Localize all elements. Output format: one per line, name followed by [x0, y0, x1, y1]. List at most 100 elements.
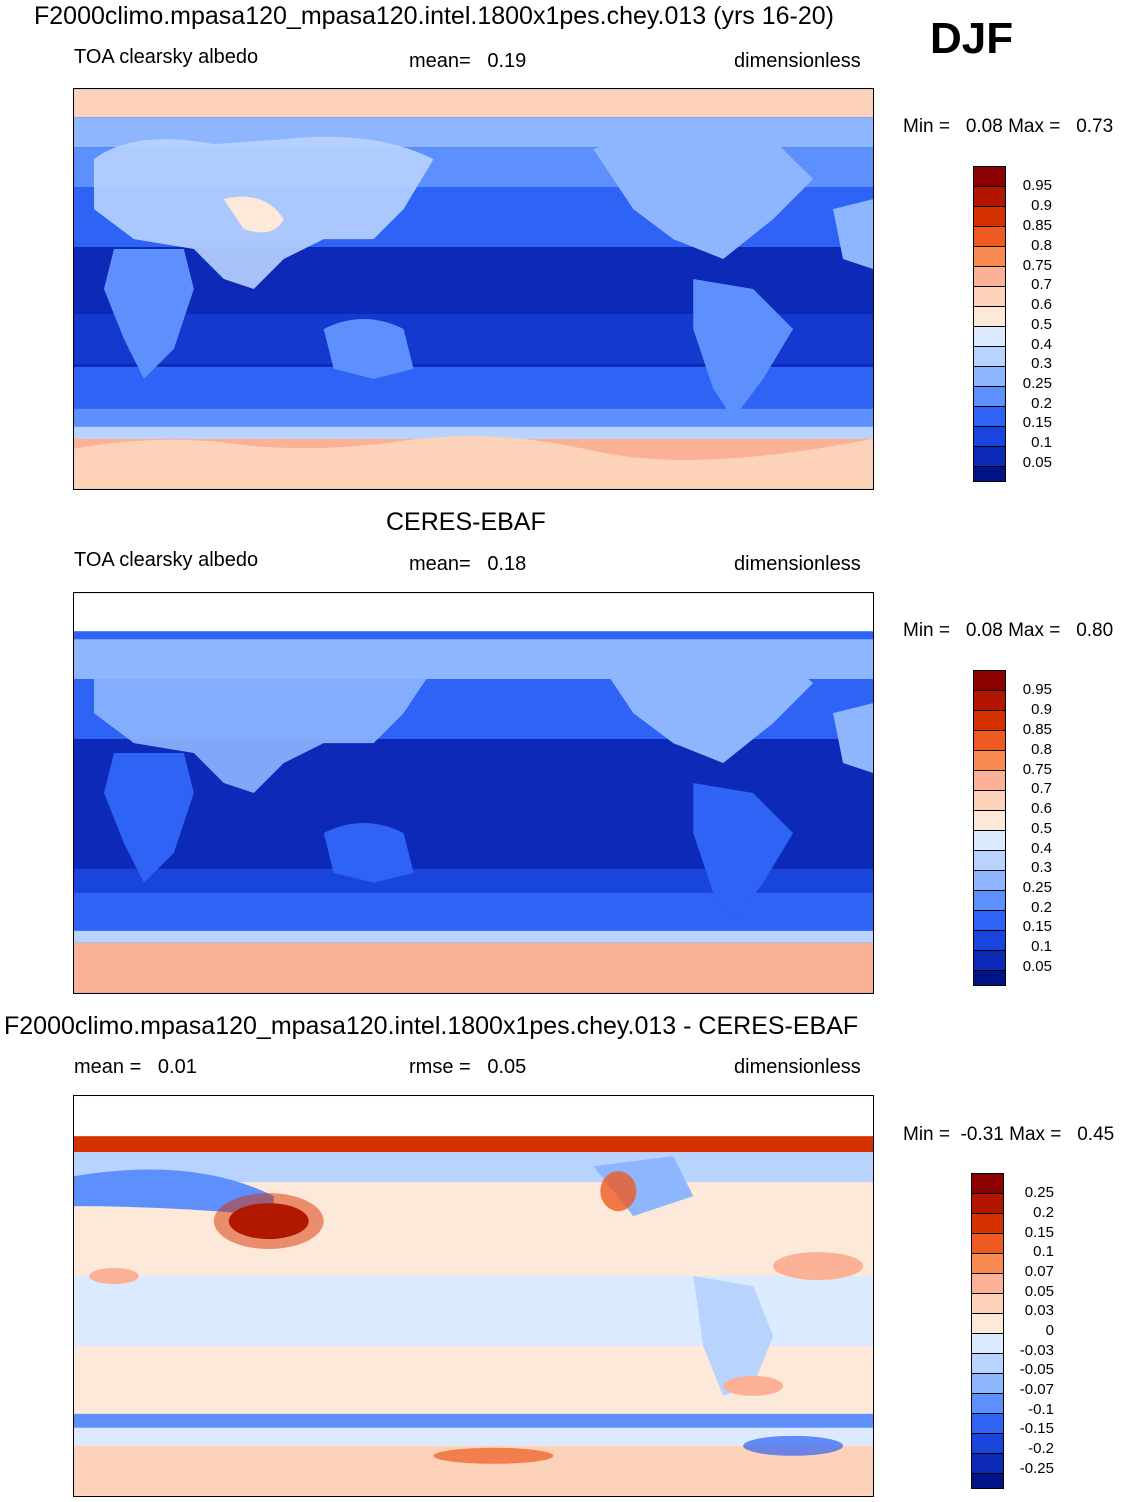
panel3-colorbar-box	[972, 1434, 1003, 1454]
panel1-colorbar-label: 0.95	[1022, 177, 1052, 194]
panel1-colorbar-label: 0.1	[1031, 434, 1052, 451]
panel1-colorbar-label: 0.2	[1031, 395, 1052, 412]
panel3-colorbar-box	[972, 1394, 1003, 1414]
panel1-colorbar-box	[974, 447, 1005, 467]
panel2-colorbar-box	[974, 711, 1005, 731]
panel2-variable-label: TOA clearsky albedo	[74, 549, 259, 571]
panel3-colorbar	[971, 1173, 1004, 1489]
panel2-colorbar-box	[974, 811, 1005, 831]
panel1-colorbar-box	[974, 207, 1005, 227]
panel2-minmax: Min = 0.08 Max = 0.80	[903, 620, 1114, 641]
panel1-colorbar-box	[974, 367, 1005, 387]
panel2-colorbar-box	[974, 971, 1005, 985]
panel3-colorbar-box	[972, 1214, 1003, 1234]
season-label: DJF	[930, 14, 1014, 63]
panel1-colorbar-label: 0.9	[1031, 197, 1052, 214]
panel1-colorbar-label: 0.05	[1022, 454, 1052, 471]
panel3-colorbar-box	[972, 1414, 1003, 1434]
panel2-colorbar-label: 0.7	[1031, 780, 1052, 797]
panel1-colorbar-box	[974, 327, 1005, 347]
panel2-colorbar-label: 0.05	[1022, 958, 1052, 975]
panel3-colorbar-label: 0.1	[1033, 1243, 1054, 1260]
panel2-colorbar-label: 0.95	[1022, 681, 1052, 698]
panel1-colorbar-label: 0.8	[1031, 237, 1052, 254]
panel2-mean-label: mean= 0.18	[409, 553, 527, 575]
panel2-colorbar-box	[974, 851, 1005, 871]
panel2-colorbar-box	[974, 951, 1005, 971]
panel1-colorbar-box	[974, 287, 1005, 307]
panel1-colorbar-label: 0.85	[1022, 217, 1052, 234]
panel1-variable-label: TOA clearsky albedo	[74, 46, 259, 68]
panel1-colorbar-label: 0.4	[1031, 336, 1052, 353]
panel1-colorbar-box	[974, 347, 1005, 367]
panel2-colorbar-box	[974, 671, 1005, 691]
panel3-colorbar-box	[972, 1354, 1003, 1374]
panel2-colorbar-box	[974, 691, 1005, 711]
panel1-colorbar-label: 0.3	[1031, 355, 1052, 372]
panel2-colorbar-label: 0.75	[1022, 761, 1052, 778]
panel3-colorbar-box	[972, 1294, 1003, 1314]
panel3-colorbar-box	[972, 1174, 1003, 1194]
panel2-colorbar-box	[974, 731, 1005, 751]
panel3-map	[73, 1095, 874, 1497]
panel1-colorbar	[973, 166, 1006, 482]
panel2-colorbar-label: 0.6	[1031, 800, 1052, 817]
panel1-colorbar-label: 0.15	[1022, 414, 1052, 431]
panel3-colorbar-box	[972, 1454, 1003, 1474]
panel1-colorbar-box	[974, 267, 1005, 287]
panel2-colorbar-box	[974, 791, 1005, 811]
panel2-colorbar-label: 0.3	[1031, 859, 1052, 876]
panel1-title: F2000climo.mpasa120_mpasa120.intel.1800x…	[34, 2, 835, 30]
panel1-colorbar-label: 0.75	[1022, 257, 1052, 274]
panel3-colorbar-label: -0.15	[1019, 1420, 1054, 1437]
panel2-colorbar-label: 0.15	[1022, 918, 1052, 935]
panel3-colorbar-box	[972, 1254, 1003, 1274]
panel3-colorbar-label: 0.03	[1024, 1302, 1054, 1319]
panel1-colorbar-box	[974, 227, 1005, 247]
panel1-colorbar-label: 0.5	[1031, 316, 1052, 333]
panel3-colorbar-box	[972, 1374, 1003, 1394]
panel3-colorbar-label: 0.25	[1024, 1184, 1054, 1201]
panel1-colorbar-label: 0.25	[1022, 375, 1052, 392]
panel3-colorbar-label: -0.2	[1028, 1440, 1054, 1457]
panel1-colorbar-box	[974, 407, 1005, 427]
panel3-colorbar-label: 0.15	[1024, 1224, 1054, 1241]
panel1-colorbar-box	[974, 167, 1005, 187]
panel1-colorbar-box	[974, 387, 1005, 407]
panel2-colorbar-label: 0.85	[1022, 721, 1052, 738]
panel2-colorbar-box	[974, 931, 1005, 951]
panel1-colorbar-label: 0.6	[1031, 296, 1052, 313]
panel3-mean-label: mean = 0.01	[74, 1056, 197, 1078]
panel3-colorbar-box	[972, 1194, 1003, 1214]
panel2-map	[73, 592, 874, 994]
panel3-minmax: Min = -0.31 Max = 0.45	[903, 1124, 1115, 1145]
panel2-colorbar-box	[974, 771, 1005, 791]
panel3-colorbar-label: -0.1	[1028, 1401, 1054, 1418]
panel3-colorbar-label: 0.05	[1024, 1283, 1054, 1300]
panel3-colorbar-label: -0.03	[1019, 1342, 1054, 1359]
panel3-colorbar-label: 0	[1045, 1322, 1054, 1339]
panel1-units-label: dimensionless	[734, 50, 861, 72]
panel2-colorbar-box	[974, 751, 1005, 771]
panel2-colorbar-label: 0.4	[1031, 840, 1052, 857]
panel1-map	[73, 88, 874, 490]
panel1-colorbar-label: 0.7	[1031, 276, 1052, 293]
panel1-colorbar-box	[974, 427, 1005, 447]
panel2-units-label: dimensionless	[734, 553, 861, 575]
panel3-colorbar-label: -0.25	[1019, 1460, 1054, 1477]
panel3-colorbar-box	[972, 1234, 1003, 1254]
panel3-colorbar-label: -0.07	[1019, 1381, 1054, 1398]
panel1-colorbar-box	[974, 307, 1005, 327]
panel2-colorbar	[973, 670, 1006, 986]
panel3-units-label: dimensionless	[734, 1056, 861, 1078]
panel2-colorbar-label: 0.25	[1022, 879, 1052, 896]
panel1-map-svg	[74, 89, 873, 489]
panel1-colorbar-box	[974, 187, 1005, 207]
panel1-mean-label: mean= 0.19	[409, 50, 527, 72]
panel3-rmse-label: rmse = 0.05	[409, 1056, 527, 1078]
panel2-colorbar-box	[974, 831, 1005, 851]
panel2-colorbar-label: 0.1	[1031, 938, 1052, 955]
panel2-title: CERES-EBAF	[386, 508, 546, 536]
panel3-colorbar-label: -0.05	[1019, 1361, 1054, 1378]
panel2-colorbar-box	[974, 911, 1005, 931]
